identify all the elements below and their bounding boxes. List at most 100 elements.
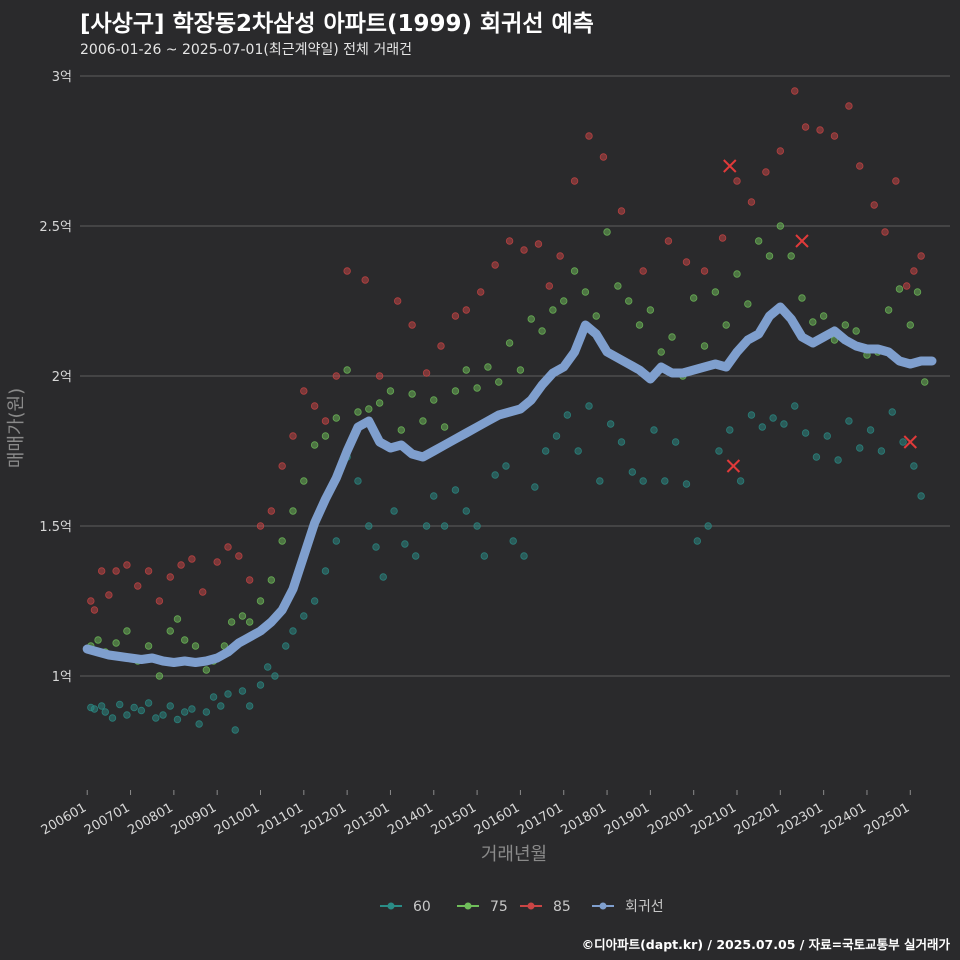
x-tick-label: 201101 (255, 800, 305, 838)
data-point-75 (300, 477, 308, 485)
data-point-75 (744, 300, 752, 308)
data-point-85 (393, 297, 402, 305)
data-point-60 (422, 522, 431, 530)
data-point-60 (90, 705, 99, 713)
data-point-75 (278, 537, 286, 545)
y-axis-title: 매매가(원) (6, 388, 27, 468)
data-point-75 (570, 267, 579, 275)
data-point-85 (375, 372, 384, 380)
data-point-60 (780, 420, 788, 428)
data-point-60 (509, 537, 517, 545)
highlight-marker (795, 234, 809, 248)
data-point-75 (238, 612, 247, 620)
data-point-60 (834, 456, 842, 464)
data-point-85 (177, 561, 185, 569)
data-point-85 (213, 558, 221, 566)
data-point-85 (664, 237, 673, 245)
data-point-75 (473, 384, 481, 392)
data-point-85 (856, 162, 864, 170)
data-point-60 (289, 627, 297, 635)
data-point-60 (130, 703, 138, 712)
data-point-60 (321, 567, 330, 575)
highlight-marker (726, 459, 741, 473)
data-point-85 (491, 261, 499, 269)
source-credit: ©디아파트(dapt.kr) / 2025.07.05 / 자료=국토교통부 실… (581, 937, 950, 952)
data-point-75 (375, 399, 384, 407)
data-point-60 (173, 715, 182, 724)
data-point-60 (574, 447, 582, 455)
y-tick-label: 2억 (52, 370, 72, 385)
data-point-60 (152, 714, 160, 722)
data-point-75 (913, 288, 922, 296)
x-tick-label: 201501 (429, 800, 479, 838)
data-point-75 (798, 294, 806, 302)
data-point-75 (787, 252, 795, 260)
data-point-85 (422, 369, 431, 377)
data-point-75 (289, 507, 297, 515)
data-point-85 (199, 588, 207, 596)
data-point-75 (689, 294, 698, 302)
x-tick-label: 201901 (602, 800, 652, 838)
x-tick-label: 200601 (39, 800, 89, 838)
data-point-75 (267, 576, 276, 584)
x-tick-label: 201001 (212, 800, 262, 838)
data-point-85 (408, 321, 416, 329)
data-point-60 (747, 411, 756, 419)
data-point-85 (776, 147, 785, 155)
data-point-60 (502, 462, 510, 470)
x-tick-label: 202001 (645, 800, 695, 838)
data-point-75 (256, 597, 265, 605)
x-tick-label: 200701 (82, 800, 132, 838)
data-point-75 (765, 252, 774, 260)
data-point-75 (484, 363, 492, 371)
data-point-85 (570, 177, 579, 185)
data-point-75 (603, 228, 611, 236)
data-point-85 (134, 582, 142, 590)
data-point-60 (552, 432, 561, 440)
data-point-85 (617, 207, 626, 215)
legend-label-75: 75 (490, 899, 508, 915)
legend-marker-75 (464, 902, 472, 910)
data-point-60 (845, 417, 853, 425)
x-tick-label: 200901 (169, 800, 219, 838)
data-point-85 (87, 597, 95, 605)
data-point-60 (866, 426, 875, 434)
data-point-85 (870, 201, 878, 209)
data-point-85 (245, 576, 254, 584)
data-point-60 (217, 702, 225, 710)
data-point-60 (238, 687, 247, 695)
data-point-60 (224, 690, 232, 698)
x-tick-label: 201201 (299, 800, 349, 838)
data-point-75 (495, 378, 503, 386)
data-point-85 (700, 267, 709, 275)
y-tick-label: 3억 (52, 70, 72, 85)
data-point-60 (264, 663, 272, 671)
data-point-75 (733, 270, 741, 278)
data-point-60 (180, 708, 189, 716)
data-point-60 (801, 429, 810, 437)
data-point-85 (917, 252, 925, 260)
data-point-85 (155, 597, 164, 605)
data-point-75 (921, 378, 929, 386)
x-tick-label: 201801 (559, 800, 609, 838)
data-point-85 (332, 372, 341, 380)
data-point-85 (144, 567, 153, 575)
data-point-75 (321, 432, 330, 440)
highlight-markers (723, 159, 917, 473)
x-tick-label: 201701 (515, 800, 565, 838)
regression-line-group (82, 302, 937, 667)
data-point-60 (202, 708, 211, 716)
data-point-85 (321, 417, 330, 425)
data-point-60 (108, 714, 117, 722)
data-point-75 (657, 348, 665, 356)
x-tick-label: 201301 (342, 800, 392, 838)
regression-line (82, 302, 937, 667)
data-point-85 (477, 288, 485, 296)
data-point-85 (437, 342, 445, 350)
data-point-60 (188, 705, 196, 713)
data-point-75 (646, 306, 655, 314)
data-point-75 (841, 321, 850, 329)
data-point-60 (310, 597, 319, 605)
data-point-60 (123, 711, 131, 719)
data-point-85 (451, 312, 460, 320)
